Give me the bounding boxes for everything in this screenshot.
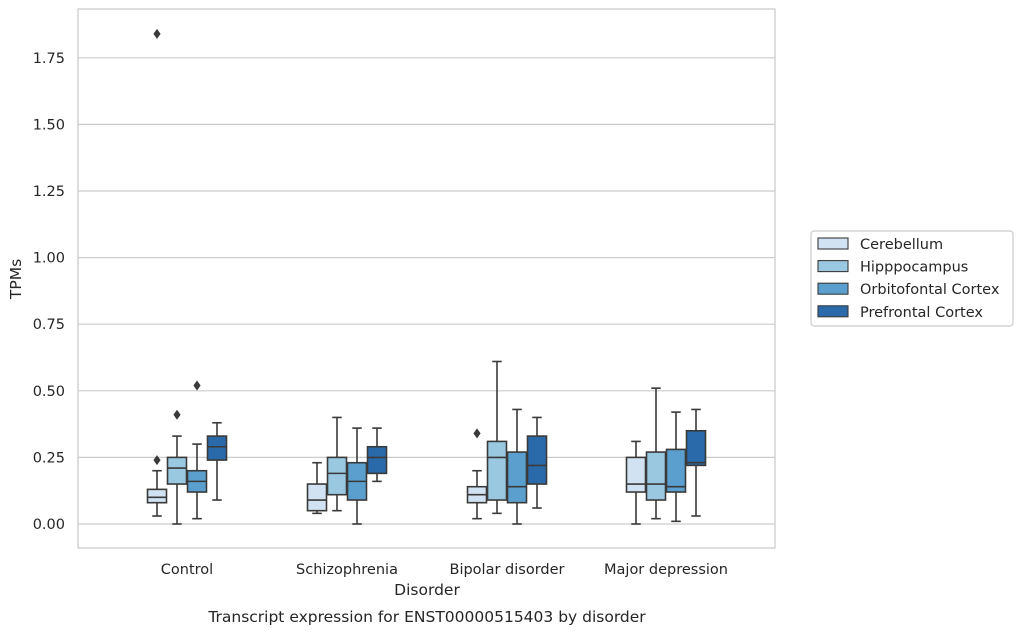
- chart-caption: Transcript expression for ENST0000051540…: [207, 608, 646, 626]
- box-prefrontal-cortex: [526, 416, 548, 509]
- box-cerebellum: [146, 28, 168, 517]
- y-axis-title: TPMs: [7, 259, 25, 300]
- box-body: [526, 435, 548, 485]
- y-tick-label: 1.75: [33, 51, 65, 67]
- box-cerebellum: [625, 440, 647, 525]
- outlier-point: [153, 455, 161, 466]
- box-body: [166, 456, 188, 485]
- legend-label: Hipppocampus: [860, 260, 968, 276]
- box-body: [645, 451, 667, 501]
- y-tick-label: 1.50: [33, 117, 65, 133]
- box-body: [506, 451, 528, 504]
- box-body: [625, 456, 647, 493]
- legend-label: Prefrontal Cortex: [860, 305, 983, 321]
- box-prefrontal-cortex: [206, 421, 228, 501]
- y-tick-label: 0.25: [33, 450, 65, 466]
- box-orbitofontal-cortex: [186, 380, 208, 520]
- outlier-point: [473, 428, 481, 439]
- box-hipppocampus: [166, 409, 188, 525]
- legend-swatch: [817, 237, 849, 250]
- box-body: [146, 488, 168, 504]
- box-orbitofontal-cortex: [506, 408, 528, 525]
- x-axis-title: Disorder: [394, 581, 460, 599]
- x-tick-label: Control: [161, 562, 213, 578]
- box-hipppocampus: [645, 387, 667, 520]
- y-tick-label: 0.75: [33, 317, 65, 333]
- legend-swatch: [817, 305, 849, 318]
- box-orbitofontal-cortex: [665, 411, 687, 523]
- x-tick-label: Major depression: [604, 562, 728, 578]
- legend-swatch: [817, 282, 849, 295]
- box-cerebellum: [466, 428, 488, 520]
- legend-label: Orbitofontal Cortex: [860, 282, 1000, 298]
- x-tick-label: Schizophrenia: [296, 562, 398, 578]
- y-tick-label: 0.50: [33, 384, 65, 400]
- box-orbitofontal-cortex: [346, 427, 368, 525]
- y-tick-labels: 0.00 0.25 0.50 0.75 1.00 1.25 1.50 1.75: [33, 51, 65, 533]
- y-tick-label: 1.00: [33, 251, 65, 267]
- box-body: [665, 448, 687, 493]
- box-body: [206, 435, 228, 461]
- legend-frame: [810, 230, 1014, 327]
- box-body: [685, 429, 707, 467]
- box-body: [306, 483, 328, 512]
- outlier-point: [193, 380, 201, 391]
- box-hipppocampus: [486, 360, 508, 515]
- legend-label: Cerebellum: [860, 237, 943, 253]
- box-prefrontal-cortex: [366, 427, 388, 483]
- x-tick-labels: Control Schizophrenia Bipolar disorder Majo…: [161, 562, 728, 578]
- grid-lines: [78, 57, 775, 525]
- y-tick-label: 0.00: [33, 517, 65, 533]
- box-body: [366, 445, 388, 475]
- legend: Cerebellum Hipppocampus Orbitofontal Corte…: [810, 230, 1014, 327]
- box-hipppocampus: [326, 416, 348, 512]
- outlier-point: [153, 28, 161, 39]
- box-body: [486, 440, 508, 501]
- y-tick-label: 1.25: [33, 184, 65, 200]
- outlier-point: [173, 409, 181, 420]
- box-prefrontal-cortex: [685, 408, 707, 517]
- box-groups: [146, 28, 707, 525]
- x-tick-label: Bipolar disorder: [450, 562, 565, 578]
- plot-frame: [77, 8, 776, 549]
- box-body: [326, 456, 348, 496]
- box-cerebellum: [306, 461, 328, 515]
- legend-swatch: [817, 260, 849, 273]
